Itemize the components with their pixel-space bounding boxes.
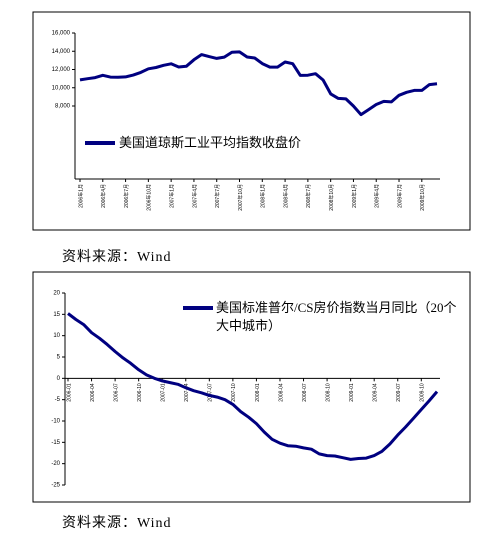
source-caption: 资料来源：Wind [62, 516, 172, 531]
y-tick-label: 10 [53, 333, 60, 339]
series-line [79, 50, 438, 117]
y-tick-label: 0 [57, 376, 61, 382]
x-tick-label: 2009-04 [373, 383, 379, 402]
y-tick-label: -10 [51, 419, 60, 425]
series-line [67, 312, 439, 461]
x-tick-label: 2007-01 [161, 383, 167, 402]
x-tick-label: 2006-07 [113, 383, 119, 402]
x-tick-label: 2006-04 [90, 383, 96, 402]
x-tick-label: 2009年7月 [396, 184, 403, 208]
y-tick-label: 14,000 [52, 49, 71, 55]
x-tick-label: 2009年1月 [351, 184, 358, 208]
x-tick-label: 2006年7月 [123, 184, 130, 208]
chart-frame [32, 271, 471, 503]
x-tick-label: 2007年7月 [214, 184, 221, 208]
y-tick-label: 15 [53, 312, 60, 318]
x-tick-label: 2009-07 [396, 383, 402, 402]
y-tick-label: 16,000 [52, 31, 71, 37]
x-tick-label: 2006年4月 [100, 184, 107, 208]
x-tick-label: 2008-01 [255, 383, 261, 402]
x-tick-label: 2007年1月 [168, 184, 175, 208]
x-tick-label: 2006-01 [66, 383, 72, 402]
x-tick-label: 2009年4月 [374, 184, 381, 208]
x-tick-label: 2009-10 [420, 383, 426, 402]
x-tick-label: 2008年1月 [260, 184, 267, 208]
x-tick-label: 2007-07 [208, 383, 214, 402]
x-tick-label: 2008年7月 [305, 184, 312, 208]
y-tick-label: 5 [57, 355, 61, 361]
y-tick-label: 20 [53, 291, 60, 297]
x-tick-label: 2006-10 [137, 383, 143, 402]
x-tick-label: 2006年1月 [77, 184, 84, 208]
x-tick-label: 2009年10月 [419, 184, 426, 211]
x-tick-label: 2008-10 [325, 383, 331, 402]
x-tick-label: 2007年4月 [191, 184, 198, 208]
y-tick-label: 10,000 [52, 85, 71, 91]
y-tick-label: -15 [51, 440, 60, 446]
chart-frame [32, 11, 471, 231]
source-caption: 资料来源：Wind [62, 250, 172, 265]
y-tick-label: -25 [51, 483, 60, 489]
x-tick-label: 2006年10月 [146, 184, 153, 211]
y-tick-label: 12,000 [52, 67, 71, 73]
x-tick-label: 2009-01 [349, 383, 355, 402]
legend-label: 美国标准普尔/CS房价指数当月同比（20个大中城市） [216, 300, 457, 333]
x-tick-label: 2008-04 [278, 383, 284, 402]
x-tick-label: 2008年4月 [282, 184, 289, 208]
legend-label: 美国道琼斯工业平均指数收盘价 [119, 135, 302, 150]
x-tick-label: 2008-07 [302, 383, 308, 402]
x-tick-label: 2007-04 [184, 383, 190, 402]
y-tick-label: -20 [51, 461, 60, 467]
x-tick-label: 2007-10 [231, 383, 237, 402]
x-tick-label: 2008年10月 [328, 184, 335, 211]
y-tick-label: -5 [55, 397, 61, 403]
x-tick-label: 2007年10月 [237, 184, 244, 211]
y-tick-label: 8,000 [55, 104, 71, 110]
